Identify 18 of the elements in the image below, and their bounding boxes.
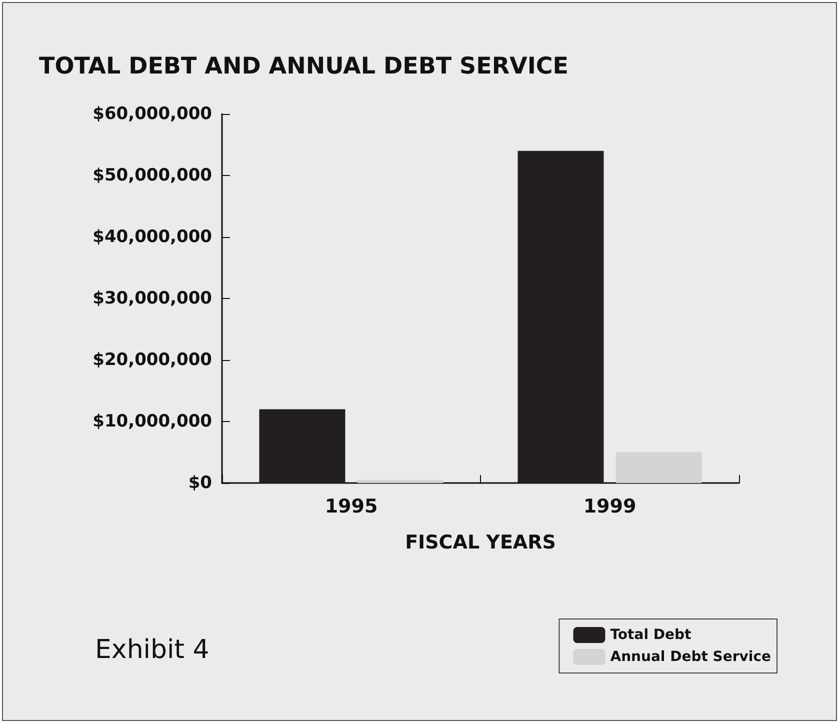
text: Exhibit 4 bbox=[95, 635, 210, 665]
bar bbox=[357, 480, 444, 483]
y-tick-label: $60,000,000 bbox=[92, 104, 212, 124]
bar bbox=[518, 150, 604, 483]
y-tick-label: $10,000,000 bbox=[92, 412, 212, 432]
legend-label: Annual Debt Service bbox=[610, 649, 772, 665]
x-axis-title: FISCAL YEARS bbox=[405, 532, 556, 554]
bar bbox=[259, 409, 346, 483]
chart-title: TOTAL DEBT AND ANNUAL DEBT SERVICE bbox=[39, 54, 568, 80]
legend-label: Total Debt bbox=[610, 627, 692, 643]
x-tick-label: 1999 bbox=[583, 496, 636, 518]
y-tick-label: $20,000,000 bbox=[92, 350, 212, 370]
bar bbox=[616, 452, 702, 483]
y-tick-label: $30,000,000 bbox=[92, 288, 212, 308]
y-tick-label: $50,000,000 bbox=[92, 166, 212, 186]
x-tick-label: 1995 bbox=[324, 496, 378, 518]
y-tick-label: $0 bbox=[188, 473, 212, 493]
y-tick-label: $40,000,000 bbox=[92, 227, 212, 247]
